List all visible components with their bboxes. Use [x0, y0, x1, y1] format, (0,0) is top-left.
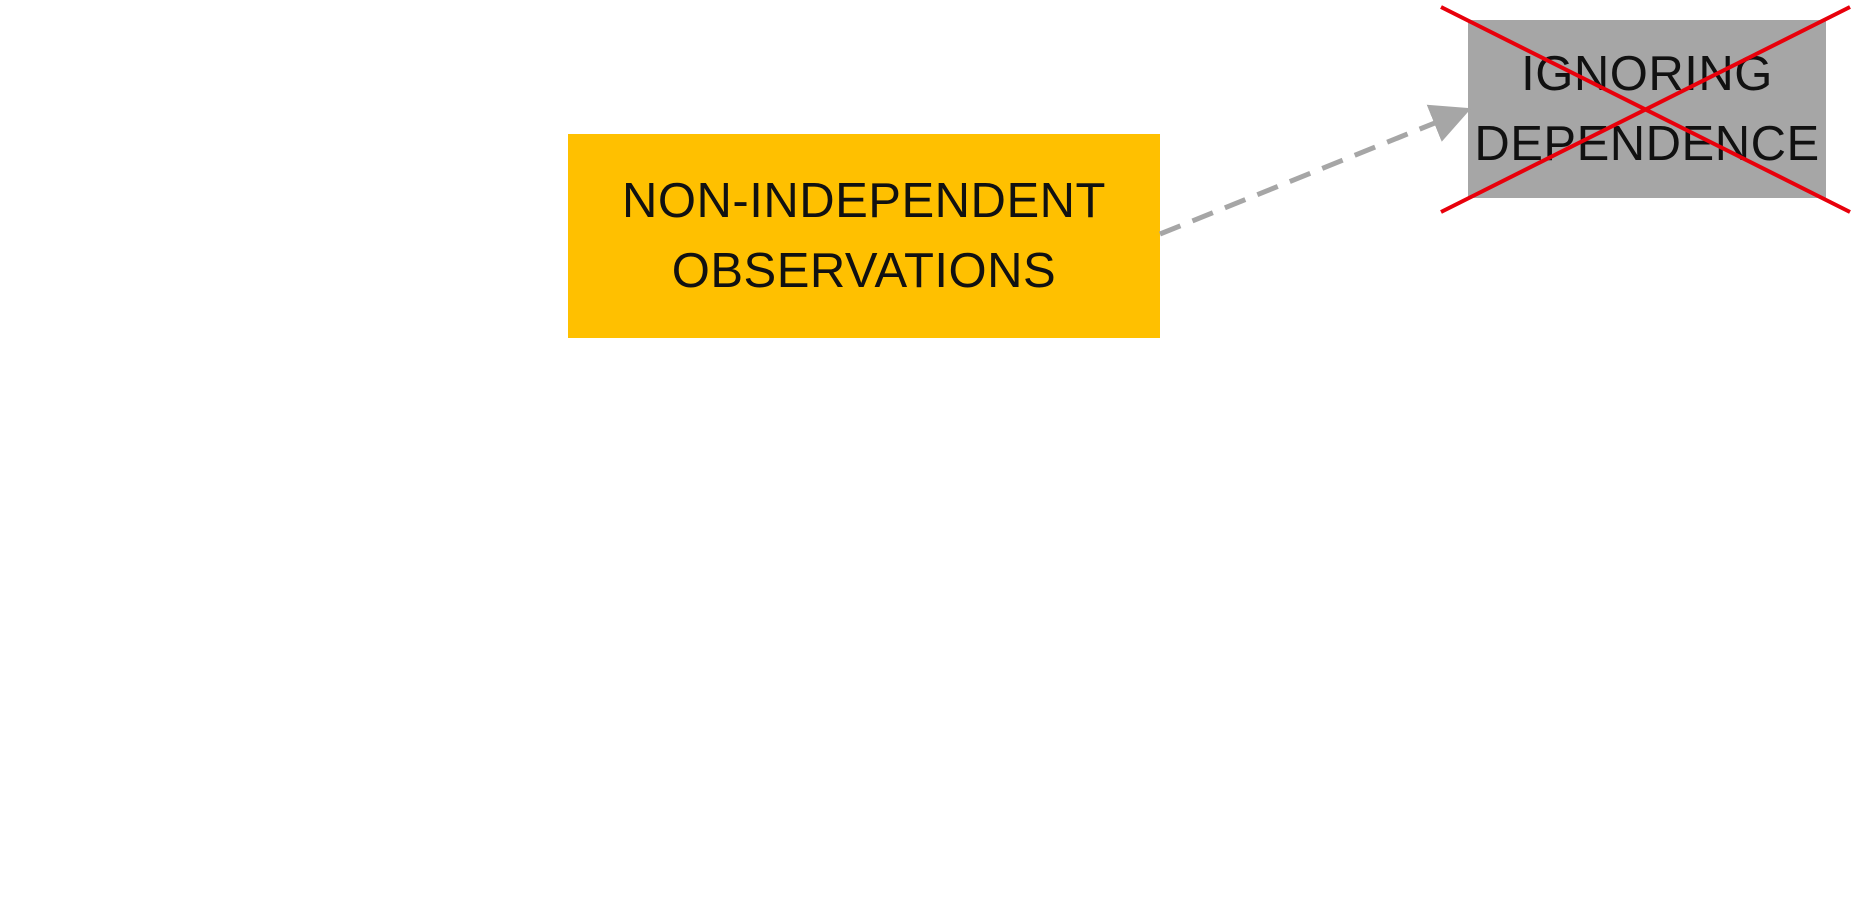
- dashed-connector-arrow: [1159, 104, 1472, 237]
- box-label-line-1: NON-INDEPENDENT: [622, 174, 1106, 228]
- ignoring-dependence-box: IGNORING DEPENDENCE: [1468, 20, 1826, 198]
- box-label-line-2: OBSERVATIONS: [671, 244, 1057, 298]
- non-independent-observations-box: NON-INDEPENDENT OBSERVATIONS: [568, 134, 1160, 338]
- box-label-line-1: IGNORING: [1521, 47, 1773, 101]
- box-label-line-2: DEPENDENCE: [1474, 117, 1820, 171]
